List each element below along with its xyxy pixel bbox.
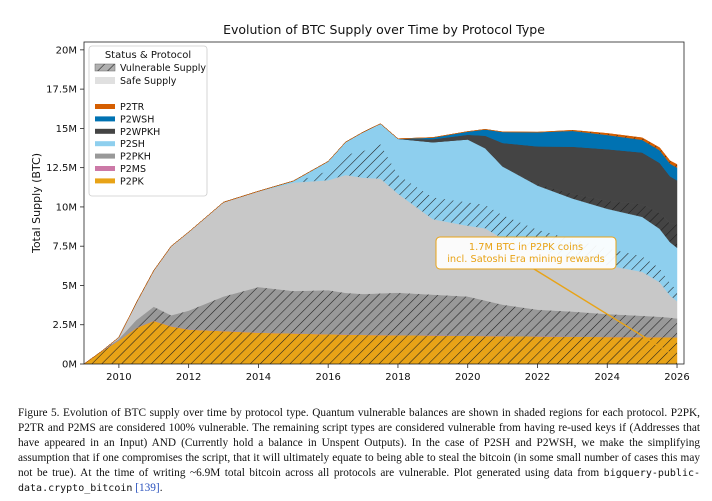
y-tick-label: 5M: [62, 281, 77, 292]
x-tick-label: 2016: [315, 372, 340, 383]
legend-label: Vulnerable Supply: [120, 63, 206, 74]
legend-box: [88, 45, 208, 197]
x-tick-label: 2026: [664, 372, 689, 383]
x-tick-label: 2020: [455, 372, 480, 383]
caption-dataset: bigquery-public-data.crypto_bitcoin: [18, 468, 700, 494]
y-tick-label: 0M: [62, 360, 77, 371]
caption-reference[interactable]: [139]: [135, 482, 160, 494]
caption-text: Figure 5. Evolution of BTC supply over t…: [18, 407, 700, 479]
axes: 2010 2012 2014 2016 2018 2020 2022 2024 2026 0M 2.…: [46, 41, 690, 383]
x-tick-label: 2018: [385, 372, 410, 383]
legend-title: Status & Protocol: [105, 50, 191, 61]
legend-swatch-p2ms: [95, 166, 115, 171]
y-tick-label: 12.5M: [46, 163, 77, 174]
legend-swatch-p2wpkh: [95, 128, 115, 134]
x-tick-label: 2022: [525, 372, 550, 383]
annotation-text-line: incl. Satoshi Era mining rewards: [447, 254, 605, 265]
x-tick-label: 2010: [106, 372, 131, 383]
x-tick-label: 2012: [176, 372, 201, 383]
legend-label-p2sh: P2SH: [120, 139, 145, 150]
y-tick-label: 15M: [56, 124, 77, 135]
legend-swatch-vulnerable-hatch: [95, 64, 115, 71]
legend-label-p2pkh: P2PKH: [120, 152, 151, 163]
y-tick-label: 17.5M: [46, 85, 77, 96]
legend-swatch-p2tr: [95, 104, 115, 109]
legend-label-p2tr: P2TR: [120, 102, 145, 113]
plot-frame: [83, 41, 685, 365]
legend-label-p2wsh: P2WSH: [120, 114, 154, 125]
chart-title: Evolution of BTC Supply over Time by Pro…: [223, 22, 545, 37]
annotation-text-line: 1.7M BTC in P2PK coins: [469, 242, 583, 253]
area-p2tr-safe: [84, 123, 678, 364]
y-axis-label: Total Supply (BTC): [30, 153, 43, 254]
y-tick-label: 20M: [56, 45, 77, 56]
y-tick-label: 7.5M: [52, 242, 77, 253]
caption-end: .: [159, 482, 163, 494]
legend-swatch-p2pk: [95, 178, 115, 184]
chart: Evolution of BTC Supply over Time by Pro…: [30, 22, 690, 383]
y-tick-label: 2.5M: [52, 320, 77, 331]
figure-caption: Figure 5. Evolution of BTC supply over t…: [18, 406, 700, 496]
legend-label: Safe Supply: [120, 76, 177, 87]
legend-label-p2wpkh: P2WPKH: [120, 127, 160, 138]
legend-label-p2ms: P2MS: [120, 164, 146, 175]
annotation-box: [435, 236, 617, 270]
x-tick-label: 2014: [246, 372, 271, 383]
legend: Status & Protocol Vulnerable Supply Safe S…: [88, 45, 208, 197]
legend-swatch-p2sh: [95, 141, 115, 147]
y-tick-label: 10M: [56, 202, 77, 213]
x-tick-label: 2024: [595, 372, 620, 383]
legend-swatch-safe: [95, 77, 115, 84]
legend-swatch-p2pkh: [95, 153, 115, 159]
legend-swatch-p2wsh: [95, 116, 115, 122]
legend-label-p2pk: P2PK: [120, 176, 145, 187]
annotation-arrow: [533, 268, 671, 354]
